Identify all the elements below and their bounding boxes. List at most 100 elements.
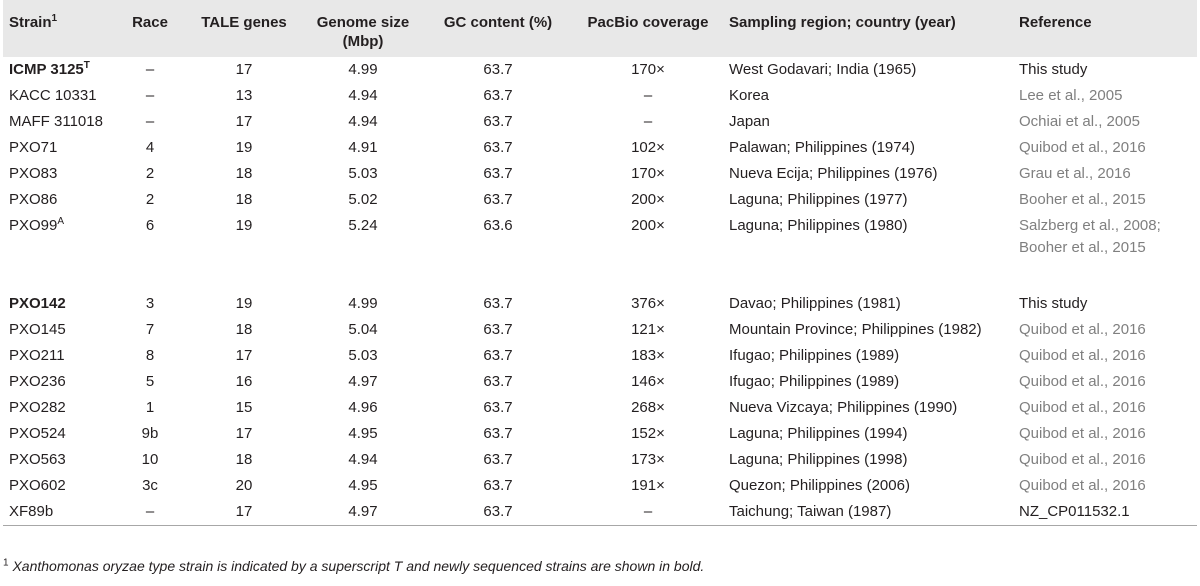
- race-cell: 2: [145, 165, 155, 182]
- tale-genes-cell: 17: [235, 113, 253, 130]
- genome-size-cell: 4.94: [348, 113, 378, 130]
- pacbio-coverage-cell: 173×: [631, 451, 665, 468]
- pacbio-coverage-cell: 376×: [631, 295, 665, 312]
- tale-genes-cell: 20: [235, 477, 253, 494]
- genome-size-cell: 4.91: [348, 139, 378, 156]
- sampling-region-cell: Quezon; Philippines (2006): [729, 477, 910, 494]
- pacbio-coverage-cell: 191×: [631, 477, 665, 494]
- table-row: PXO86 2 18 5.02 63.7 200× Laguna; Philippines …: [3, 187, 1197, 213]
- table-row: ICMP 3125T – 17 4.99 63.7 170× West Godavari; …: [3, 57, 1197, 83]
- reference-cell: Lee et al., 2005: [1019, 87, 1123, 104]
- sampling-region-cell: Laguna; Philippines (1977): [729, 191, 908, 208]
- genome-size-cell: 5.24: [348, 217, 378, 234]
- table-row: PXO211 8 17 5.03 63.7 183× Ifugao; Philippines…: [3, 343, 1197, 369]
- race-cell: –: [145, 61, 155, 78]
- table-row: KACC 10331 – 13 4.94 63.7 – Korea Lee et al., 2…: [3, 83, 1197, 109]
- sampling-region-cell: Davao; Philippines (1981): [729, 295, 901, 312]
- gc-content-cell: 63.7: [483, 113, 513, 130]
- gc-content-cell: 63.7: [483, 61, 513, 78]
- genome-size-cell: 4.95: [348, 477, 378, 494]
- pacbio-coverage-cell: 170×: [631, 165, 665, 182]
- header-sampling-region: Sampling region; country (year): [729, 14, 956, 31]
- sampling-region-cell: West Godavari; India (1965): [729, 61, 917, 78]
- race-cell: 4: [145, 139, 155, 156]
- tale-genes-cell: 19: [235, 217, 253, 234]
- strain-cell: PXO142: [3, 291, 115, 317]
- table-row: XF89b – 17 4.97 63.7 – Taichung; Taiwan (1987)…: [3, 499, 1197, 525]
- pacbio-coverage-cell: 152×: [631, 425, 665, 442]
- table-row: PXO99A 6 19 5.24 63.6 200× Laguna; Philippines…: [3, 213, 1197, 291]
- reference-cell: Quibod et al., 2016: [1019, 373, 1146, 390]
- strain-name: ICMP 3125: [9, 61, 84, 78]
- header-pacbio-coverage: PacBio coverage: [587, 14, 709, 31]
- strain-cell: PXO145: [3, 317, 115, 343]
- reference-cell: Salzberg et al., 2008; Booher et al., 20…: [1019, 217, 1161, 256]
- sampling-region-cell: Laguna; Philippines (1998): [729, 451, 908, 468]
- gc-content-cell: 63.7: [483, 321, 513, 338]
- gc-content-cell: 63.6: [483, 217, 513, 234]
- strain-name: PXO563: [9, 451, 66, 468]
- reference-cell: NZ_CP011532.1: [1019, 503, 1130, 520]
- strain-name: PXO99: [9, 217, 58, 234]
- pacbio-coverage-cell: 121×: [631, 321, 665, 338]
- pacbio-coverage-cell: 170×: [631, 61, 665, 78]
- strain-name: PXO83: [9, 165, 58, 182]
- gc-content-cell: 63.7: [483, 139, 513, 156]
- genome-size-cell: 4.94: [348, 451, 378, 468]
- pacbio-coverage-cell: 183×: [631, 347, 665, 364]
- strain-cell: PXO282: [3, 395, 115, 421]
- table-row: PXO563 10 18 4.94 63.7 173× Laguna; Philippine…: [3, 447, 1197, 473]
- strain-name: PXO71: [9, 139, 58, 156]
- tale-genes-cell: 18: [235, 191, 253, 208]
- tale-genes-cell: 17: [235, 425, 253, 442]
- strain-cell: PXO236: [3, 369, 115, 395]
- sampling-region-cell: Mountain Province; Philippines (1982): [729, 321, 982, 338]
- pacbio-coverage-cell: –: [643, 113, 653, 130]
- reference-cell: Booher et al., 2015: [1019, 191, 1146, 208]
- genome-size-cell: 4.96: [348, 399, 378, 416]
- reference-cell: Quibod et al., 2016: [1019, 139, 1146, 156]
- strain-name: PXO282: [9, 399, 66, 416]
- race-cell: 1: [145, 399, 155, 416]
- strain-name: PXO602: [9, 477, 66, 494]
- genome-size-cell: 5.03: [348, 165, 378, 182]
- gc-content-cell: 63.7: [483, 451, 513, 468]
- table-body: ICMP 3125T –17 4.99 63.7 170× West Godavari; …: [3, 57, 1197, 525]
- sampling-region-cell: Palawan; Philippines (1974): [729, 139, 915, 156]
- table-row: PXO145 7 18 5.04 63.7 121× Mountain Province; …: [3, 317, 1197, 343]
- race-cell: 7: [145, 321, 155, 338]
- table-row: PXO282 1 15 4.96 63.7 268× Nueva Vizcaya; Phil…: [3, 395, 1197, 421]
- genome-size-cell: 5.02: [348, 191, 378, 208]
- reference-cell: Quibod et al., 2016: [1019, 399, 1146, 416]
- strain-cell: PXO71: [3, 135, 115, 161]
- strain-name: MAFF 311018: [9, 113, 103, 130]
- sampling-region-cell: Korea: [729, 87, 770, 104]
- gc-content-cell: 63.7: [483, 477, 513, 494]
- table-row: PXO524 9b 17 4.95 63.7 152× Laguna; Philippine…: [3, 421, 1197, 447]
- genome-size-cell: 4.97: [348, 373, 378, 390]
- table-row: PXO83 2 18 5.03 63.7 170× Nueva Ecija; Philipp…: [3, 161, 1197, 187]
- genome-size-cell: 4.99: [348, 61, 378, 78]
- strain-table: Strain1 Race TALE genes Genome size (Mbp…: [3, 0, 1197, 526]
- strain-cell: PXO563: [3, 447, 115, 473]
- tale-genes-cell: 17: [235, 61, 253, 78]
- footnote-marker: 1: [3, 557, 9, 569]
- strain-cell: PXO83: [3, 161, 115, 187]
- race-cell: 3c: [142, 477, 158, 494]
- race-cell: 2: [145, 191, 155, 208]
- sampling-region-cell: Japan: [729, 113, 770, 130]
- strain-cell: PXO602: [3, 473, 115, 499]
- genome-size-cell: 4.95: [348, 425, 378, 442]
- table-header-row: Strain1 Race TALE genes Genome size (Mbp…: [3, 0, 1197, 57]
- strain-superscript: A: [57, 216, 65, 227]
- strain-name: PXO86: [9, 191, 58, 208]
- sampling-region-cell: Nueva Vizcaya; Philippines (1990): [729, 399, 958, 416]
- table-row: PXO236 5 16 4.97 63.7 146× Ifugao; Philippines…: [3, 369, 1197, 395]
- strain-name: PXO142: [9, 295, 66, 312]
- tale-genes-cell: 19: [235, 139, 253, 156]
- pacbio-coverage-cell: 200×: [631, 217, 665, 234]
- gc-content-cell: 63.7: [483, 399, 513, 416]
- reference-cell: Quibod et al., 2016: [1019, 425, 1146, 442]
- gc-content-cell: 63.7: [483, 191, 513, 208]
- strain-name: XF89b: [9, 503, 54, 520]
